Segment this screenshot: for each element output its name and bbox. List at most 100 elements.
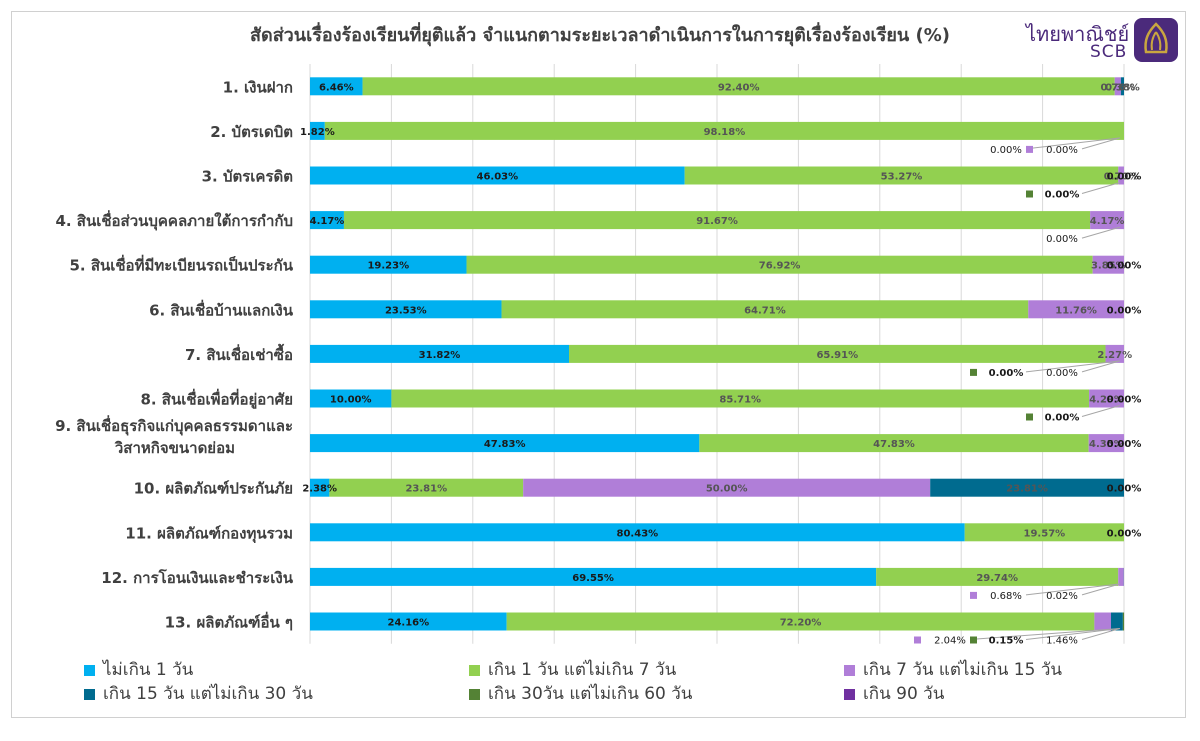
data-label: 4.29% xyxy=(1089,395,1124,406)
category-label: 10. ผลิตภัณฑ์ประกันภัย xyxy=(134,480,293,498)
chart-title: สัดส่วนเรื่องร้องเรียนที่ยุติแล้ว จำแนกต… xyxy=(250,25,950,46)
bar-segment xyxy=(1088,434,1125,453)
callout-leader xyxy=(1025,137,1121,150)
legend-label: เกิน 7 วัน แต่ไม่เกิน 15 วัน xyxy=(863,660,1063,680)
callout-marker xyxy=(914,636,921,644)
legend-item: เกิน 30วัน แต่ไม่เกิน 60 วัน xyxy=(469,680,692,707)
bar-segment xyxy=(1120,77,1124,96)
data-label: 23.81% xyxy=(1006,484,1048,495)
data-label: 1.82% xyxy=(300,127,335,138)
bar-segment xyxy=(310,344,570,363)
category-label: วิสาหกิจขนาดย่อม xyxy=(114,439,235,457)
bar-segment xyxy=(1114,77,1121,96)
callout-marker xyxy=(970,636,977,644)
category-label: 11. ผลิตภัณฑ์กองทุนรวม xyxy=(125,524,293,543)
data-label: 23.53% xyxy=(385,305,427,316)
data-label: 47.83% xyxy=(484,439,526,450)
data-label: 0.70% xyxy=(1104,172,1139,183)
data-label: 69.55% xyxy=(572,573,614,584)
callout-label: 0.00% xyxy=(1046,145,1078,156)
data-label: 80.43% xyxy=(617,528,659,539)
legend-item: เกิน 15 วัน แต่ไม่เกิน 30 วัน xyxy=(84,680,313,707)
legend-item: เกิน 90 วัน xyxy=(844,680,944,707)
bar-segment xyxy=(310,567,877,586)
bar-segment xyxy=(501,300,1029,319)
bar-segment xyxy=(1105,344,1124,363)
callout-leader xyxy=(1025,628,1121,640)
bar-segment xyxy=(1028,300,1124,319)
data-labels: 6.46% 92.40% 0.76%0.38% 1.82% 98.18% 46.03% 53… xyxy=(300,82,1141,628)
bar-segment xyxy=(310,478,330,497)
legend-label: เกิน 1 วัน แต่ไม่เกิน 7 วัน xyxy=(488,660,677,680)
data-label: 64.71% xyxy=(744,305,786,316)
category-label: 2. บัตรเดบิต xyxy=(210,123,293,141)
legend-label: เกิน 90 วัน xyxy=(863,684,945,704)
bar-segment xyxy=(569,344,1106,363)
bars xyxy=(310,77,1125,631)
callout-label: 0.02% xyxy=(1046,591,1078,602)
bar-segment xyxy=(523,478,931,497)
bar-segment xyxy=(310,121,325,140)
legend-item: ไม่เกิน 1 วัน xyxy=(84,656,193,683)
scb-logo: ไทยพาณิชย์ SCB xyxy=(1022,18,1182,68)
data-label: 31.82% xyxy=(419,350,461,361)
category-label: 7. สินเชื่อเช่าซื้อ xyxy=(185,343,293,364)
bar-segment xyxy=(1110,612,1123,631)
data-label: 65.91% xyxy=(816,350,858,361)
callouts: 0.00% 0.00% 0.00% 0.00% 0.00% 0.00% 0.00% 0.68%… xyxy=(914,137,1121,647)
bar-segment xyxy=(1090,211,1125,230)
end-label: 0.00% xyxy=(1107,172,1142,183)
bar-segment xyxy=(324,121,1124,140)
bar-segment xyxy=(1089,389,1124,408)
data-label: 0.38% xyxy=(1105,82,1140,93)
callout-leader xyxy=(1081,405,1121,417)
data-label: 4.17% xyxy=(310,216,345,227)
callout-marker xyxy=(1026,190,1033,198)
data-label: 2.27% xyxy=(1097,350,1132,361)
legend-swatch xyxy=(469,664,480,676)
bar-segment xyxy=(310,211,344,230)
bar-segment xyxy=(930,478,1124,497)
data-label: 91.67% xyxy=(696,216,738,227)
legend-item: เกิน 1 วัน แต่ไม่เกิน 7 วัน xyxy=(469,656,676,683)
logo-en-text: SCB xyxy=(1090,42,1128,62)
bar-segment xyxy=(1092,255,1124,274)
end-label: 0.00% xyxy=(1107,484,1142,495)
callout-marker xyxy=(1026,413,1033,421)
bar-segment xyxy=(964,523,1124,542)
legend-swatch xyxy=(844,688,855,700)
data-label: 4.17% xyxy=(1090,216,1125,227)
end-label: 0.00% xyxy=(1107,261,1142,272)
data-label: 19.23% xyxy=(367,261,409,272)
callout-leader xyxy=(1081,226,1121,239)
legend-label: ไม่เกิน 1 วัน xyxy=(103,660,194,680)
category-label: 13. ผลิตภัณฑ์อื่น ๆ xyxy=(165,612,293,632)
category-labels: 1. เงินฝาก 2. บัตรเดบิต 3. บัตรเครดิต 4. สิ… xyxy=(55,78,294,631)
legend-swatch xyxy=(84,664,95,676)
end-label: 0.00% xyxy=(1107,439,1142,450)
chart-frame xyxy=(11,11,1186,718)
data-label: 72.20% xyxy=(780,618,822,629)
legend: ไม่เกิน 1 วัน เกิน 1 วัน แต่ไม่เกิน 7 วัน… xyxy=(84,656,1184,706)
bar-segment xyxy=(310,612,507,631)
callout-marker xyxy=(970,591,977,599)
category-label: 9. สินเชื่อธุรกิจแก่บุคคลธรรมดาและ xyxy=(55,415,293,436)
bar-segment xyxy=(310,523,965,542)
callout-leader xyxy=(1081,182,1121,194)
category-label: 6. สินเชื่อบ้านแลกเงิน xyxy=(149,299,294,319)
data-label: 24.16% xyxy=(388,618,430,629)
callout-label: 0.15% xyxy=(989,636,1024,647)
legend-label: เกิน 15 วัน แต่ไม่เกิน 30 วัน xyxy=(103,684,313,704)
bar-segment xyxy=(506,612,1095,631)
category-label: 12. การโอนเงินและชำระเงิน xyxy=(101,568,293,587)
callout-label: 0.00% xyxy=(989,368,1024,379)
bar-segment xyxy=(1118,166,1124,185)
bar-segment xyxy=(343,211,1091,230)
callout-leader xyxy=(1025,583,1121,596)
bar-segment xyxy=(310,434,700,453)
bar-segment xyxy=(1094,612,1111,631)
bar-segment xyxy=(362,77,1115,96)
data-label: 47.83% xyxy=(873,439,915,450)
data-label: 19.57% xyxy=(1024,528,1066,539)
callout-leader xyxy=(1025,360,1121,373)
